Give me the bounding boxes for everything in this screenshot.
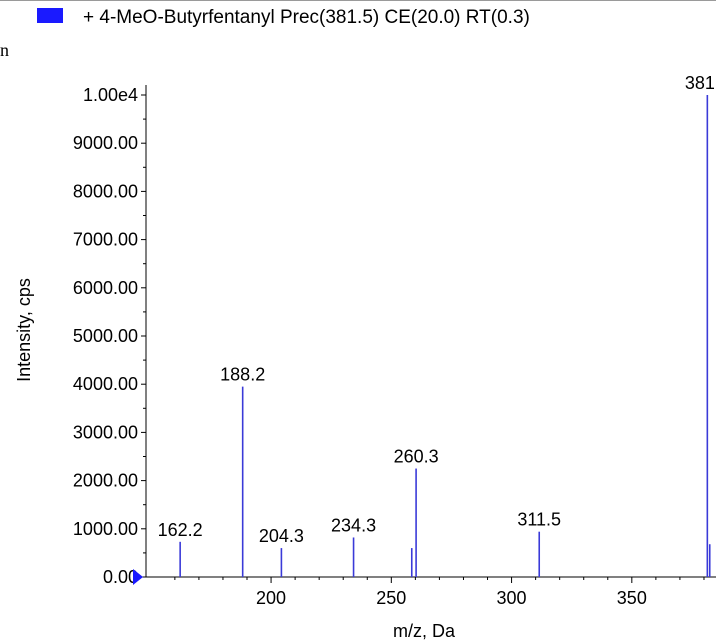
legend-label: + 4-MeO-Butyrfentanyl Prec(381.5) CE(20.… (83, 7, 530, 28)
y-tick-label: 2000.00 (73, 471, 138, 491)
zero-marker-icon[interactable] (133, 569, 143, 585)
y-tick-label: 1.00e4 (83, 85, 138, 105)
y-tick-label: 7000.00 (73, 230, 138, 250)
y-tick-label: 8000.00 (73, 181, 138, 201)
y-tick-label: 1000.00 (73, 519, 138, 539)
peaks: 162.2 188.2 204.3 234.3 260.3 311.5 381.4 (158, 73, 716, 577)
x-tick-label: 200 (256, 588, 286, 608)
y-tick-label: 6000.00 (73, 278, 138, 298)
y-tick-label: 3000.00 (73, 422, 138, 442)
y-axis: 0.00 1000.00 2000.00 3000.00 4000.00 5000.00 6… (73, 85, 147, 587)
peak-label: 381.4 (685, 73, 716, 93)
y-tick-label: 5000.00 (73, 326, 138, 346)
y-tick-label: 4000.00 (73, 374, 138, 394)
top-border (0, 0, 716, 1)
y-tick-label: 0.00 (103, 567, 138, 587)
peak-label: 204.3 (259, 526, 304, 546)
x-tick-label: 250 (376, 588, 406, 608)
y-tick-label: 9000.00 (73, 133, 138, 153)
x-tick-label: 300 (497, 588, 527, 608)
peak-label: 162.2 (158, 520, 203, 540)
cut-off-text: n (0, 40, 9, 60)
peak-label: 311.5 (517, 510, 561, 530)
peak-label: 188.2 (220, 365, 265, 385)
x-tick-label: 350 (617, 588, 647, 608)
x-axis: 200 250 300 350 (146, 576, 716, 608)
y-axis-title: Intensity, cps (14, 278, 34, 382)
peak-label: 234.3 (331, 515, 376, 535)
x-axis-title: m/z, Da (393, 621, 456, 641)
legend-swatch (37, 8, 63, 23)
peak-label: 260.3 (394, 447, 439, 467)
